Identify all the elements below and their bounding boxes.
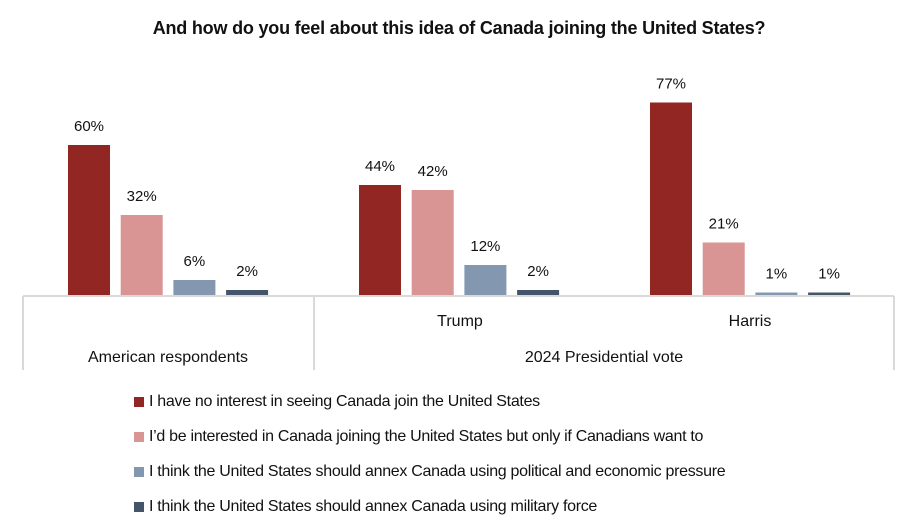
legend-item: I’d be interested in Canada joining the …: [134, 419, 725, 454]
data-label: 42%: [418, 163, 448, 180]
data-label: 77%: [656, 76, 686, 93]
legend: I have no interest in seeing Canada join…: [134, 384, 726, 524]
legend-label: I’d be interested in Canada joining the …: [149, 427, 704, 445]
legend-label: I think the United States should annex C…: [149, 497, 598, 515]
legend-swatch: [134, 466, 144, 477]
chart-title: And how do you feel about this idea of C…: [152, 18, 766, 38]
data-label: 6%: [184, 253, 206, 270]
legend-item: I think the United States should annex C…: [134, 454, 726, 489]
bar: [68, 145, 110, 295]
tick-label: Harris: [729, 313, 772, 330]
data-label: 21%: [709, 216, 739, 233]
data-label: 1%: [818, 266, 840, 283]
legend-item: I have no interest in seeing Canada join…: [134, 384, 725, 419]
data-label: 44%: [365, 158, 395, 175]
legend-swatch: [134, 396, 144, 407]
legend-item: I think the United States should annex C…: [134, 489, 725, 524]
data-labels-layer: 60% 32% 6% 2% 44% 42% 12% 2% 77% 21% 1% 1%: [74, 76, 840, 283]
bar: [702, 242, 745, 295]
bar: [755, 292, 798, 295]
bar: [359, 185, 401, 295]
bar: [464, 265, 507, 295]
legend-label: I have no interest in seeing Canada join…: [149, 392, 540, 410]
data-label: 2%: [236, 263, 258, 280]
legend-label: I think the United States should annex C…: [149, 462, 726, 480]
bar: [226, 290, 269, 295]
legend-swatch: [134, 501, 144, 512]
data-label: 2%: [527, 263, 549, 280]
category-axis: Trump Harris American respondents 2024 Pres…: [22, 295, 895, 370]
data-label: 32%: [127, 188, 157, 205]
bar: [650, 102, 692, 295]
legend-swatch: [134, 431, 144, 442]
data-label: 12%: [470, 238, 500, 255]
data-label: 60%: [74, 118, 104, 135]
bar: [411, 190, 454, 295]
bar: [517, 290, 560, 295]
data-label: 1%: [766, 266, 788, 283]
bar: [120, 215, 163, 295]
bar-chart: 60% 32% 6% 2% 44% 42% 12% 2% 77% 21% 1% 1% Trump Har…: [22, 76, 895, 370]
tick-label: Trump: [437, 313, 483, 330]
bar: [808, 292, 851, 295]
group-label: 2024 Presidential vote: [525, 349, 683, 366]
group-label: American respondents: [88, 349, 248, 366]
bars-layer: [68, 102, 851, 295]
bar: [173, 280, 216, 295]
